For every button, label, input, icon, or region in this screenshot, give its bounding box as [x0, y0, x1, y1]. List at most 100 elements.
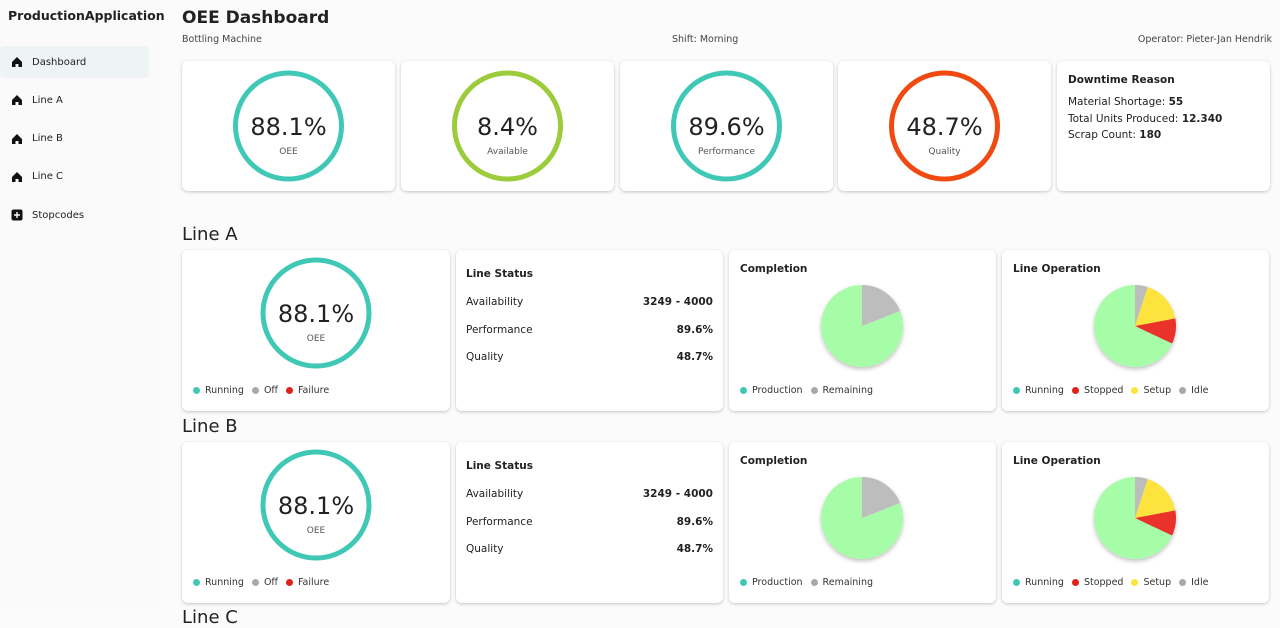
nav-item[interactable]: Stopcodes — [0, 199, 149, 231]
gauge-value: 48.7% — [906, 113, 982, 141]
page: { "sidebar": {"title": "ProductionApplic… — [0, 8, 1272, 628]
operator: Operator: Pieter-Jan Hendrik — [1137, 34, 1272, 45]
status-title: Line Status — [466, 460, 533, 472]
downtime-row: Scrap Count: 180 — [1068, 129, 1161, 141]
legend-dot — [251, 387, 259, 394]
pie-slice — [1135, 479, 1176, 518]
gauge-value: 8.4% — [477, 113, 538, 141]
nav-label: Line A — [32, 94, 63, 106]
icon-house — [12, 95, 22, 106]
legend-label: Running — [205, 577, 244, 588]
legend-label: Remaining — [822, 385, 873, 396]
status-label: Quality — [466, 543, 504, 555]
legend-dot — [1179, 387, 1187, 394]
gauge-label: OEE — [279, 147, 298, 157]
legend-dot — [193, 579, 200, 586]
legend-dot — [285, 579, 293, 586]
legend-item: Idle — [1179, 577, 1208, 588]
legend-dot — [285, 387, 293, 394]
status-value: 89.6% — [676, 515, 713, 528]
legend-label: Off — [263, 385, 278, 396]
legend-dot — [740, 387, 747, 394]
nav-icon — [11, 209, 23, 221]
completion-card: Completion Production Remaining — [729, 442, 996, 603]
legend-item: Production — [740, 385, 803, 396]
legend: Running Stopped Setup Idle — [1013, 385, 1216, 396]
status-card: Line Status Availability 3249 - 4000 Perfor… — [456, 442, 723, 603]
legend-label: Running — [205, 385, 244, 396]
nav-icon — [12, 57, 22, 67]
legend-dot — [740, 579, 747, 586]
legend-item: Idle — [1179, 385, 1208, 396]
nav-item[interactable]: Line A — [0, 84, 149, 116]
legend-label: Setup — [1143, 577, 1172, 588]
legend-item: Remaining — [810, 577, 873, 588]
icon-house — [12, 57, 22, 67]
legend-item: Setup — [1131, 577, 1171, 588]
legend-label: Off — [263, 577, 278, 588]
legend-item: Setup — [1131, 385, 1171, 396]
downtime-row: Material Shortage: 55 — [1068, 96, 1183, 108]
legend-label: Idle — [1191, 385, 1209, 396]
pie-slice — [1094, 477, 1173, 559]
status-value: 48.7% — [676, 543, 713, 555]
kpi-card: 88.1% OEE — [182, 61, 395, 191]
gauge-ring — [452, 70, 563, 182]
legend-item: Stopped — [1071, 577, 1124, 588]
legend-dot — [1131, 579, 1139, 586]
operation-card: Line Operation Running Stopped Setup Idle — [1002, 250, 1269, 411]
section-title: Line B — [182, 416, 238, 437]
gauge-value: 88.1% — [250, 113, 326, 141]
legend-item: Running — [193, 577, 244, 588]
legend: Running Off Failure — [193, 577, 337, 588]
downtime-label: Scrap Count: — [1068, 129, 1136, 141]
gauge-value: 88.1% — [278, 300, 354, 328]
gauge: 48.7% Quality — [889, 70, 1000, 182]
legend: Production Remaining — [740, 577, 881, 588]
gauge-ring — [671, 70, 782, 182]
gauge-value: 89.6% — [688, 113, 764, 141]
section-title: Line C — [182, 607, 238, 628]
status-label: Availability — [466, 488, 524, 500]
nav-item[interactable]: Line C — [0, 161, 149, 193]
machine: Bottling Machine — [182, 34, 262, 45]
section-title: Line A — [182, 224, 238, 245]
legend-label: Failure — [297, 385, 330, 396]
legend-item: Running — [193, 385, 244, 396]
shift: Shift: Morning — [672, 34, 739, 45]
nav-icon — [12, 133, 22, 144]
legend-item: Remaining — [810, 385, 873, 396]
gauge-label: Quality — [928, 147, 961, 157]
legend-dot — [1013, 387, 1020, 394]
legend-label: Stopped — [1083, 577, 1124, 588]
completion-title: Completion — [740, 455, 808, 467]
legend-label: Running — [1025, 385, 1064, 396]
nav-item[interactable]: Line B — [0, 123, 149, 155]
gauge-ring — [233, 70, 344, 182]
downtime-label: Total Units Produced: — [1068, 112, 1179, 125]
operation-title: Line Operation — [1013, 455, 1101, 467]
status-label: Availability — [466, 296, 524, 308]
pie — [1094, 285, 1176, 367]
brand: ProductionApplication — [8, 8, 165, 23]
legend-label: Running — [1025, 577, 1064, 588]
downtime-row: Total Units Produced: 12.340 — [1068, 113, 1222, 125]
status-value: 48.7% — [676, 351, 713, 363]
legend-dot — [810, 387, 818, 394]
pie-group — [1094, 477, 1176, 559]
icon-house — [12, 133, 22, 144]
gauge: 88.1% OEE — [260, 449, 372, 561]
pie-slice — [1135, 477, 1148, 518]
pie-slice — [1135, 287, 1176, 326]
kpi-card: 8.4% Available — [401, 61, 614, 191]
nav-item[interactable]: Dashboard — [0, 46, 149, 78]
nav-label: Line B — [32, 133, 63, 145]
legend-label: Failure — [297, 577, 330, 588]
downtime-title: Downtime Reason — [1068, 74, 1175, 86]
pie — [821, 477, 903, 559]
kpi-card: 48.7% Quality — [838, 61, 1051, 191]
legend-item: Stopped — [1071, 385, 1123, 396]
legend-dot — [1179, 579, 1187, 586]
legend-dot — [1071, 387, 1079, 394]
icon-plus — [14, 212, 20, 219]
